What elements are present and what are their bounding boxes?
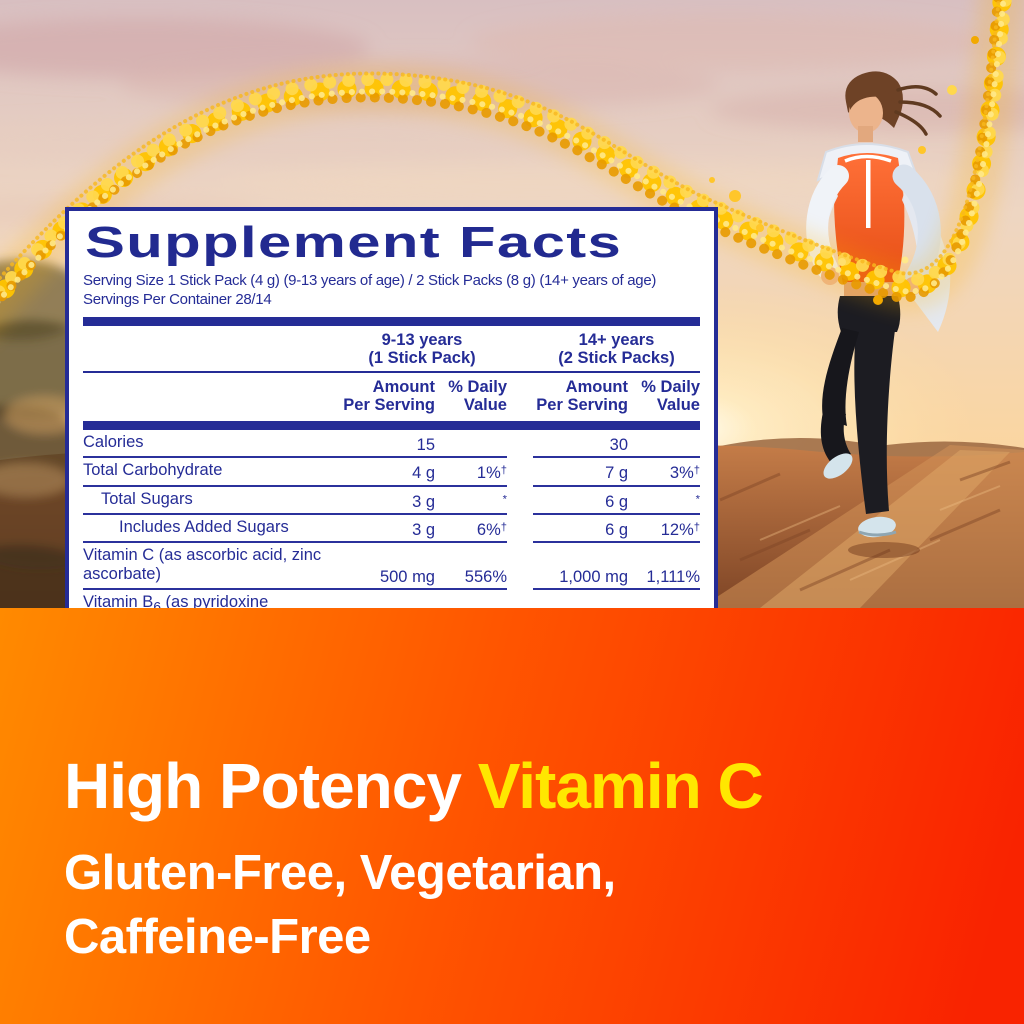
daily-value-cell: * [695,493,700,506]
table-row-vitamin-c: Vitamin C (as ascorbic acid, zinc ascorb… [83,543,700,590]
amount-cell: 15 [416,436,435,455]
table-row-calories: Calories 15 30 [83,430,700,459]
table-row-added-sugars: Includes Added Sugars 3 g 6%† 6 g 12%† [83,515,700,544]
subheadline: Gluten-Free, Vegetarian, Caffeine-Free [64,842,984,969]
age-group-2-header: 14+ years (2 Stick Packs) [558,330,675,368]
row-label: Total Carbohydrate [83,461,223,480]
headline-vitamin-c: Vitamin C [477,750,764,822]
daily-value-cell: * [502,493,507,506]
subheadline-line1: Gluten-Free, Vegetarian, [64,846,616,900]
row-label: Calories [83,432,144,451]
gold-sparkles [709,36,979,305]
amount-cell: 500 mg [379,567,435,586]
claims-section: High Potency Vitamin C Gluten-Free, Vege… [0,608,1024,1024]
table-row-total-sugars: Total Sugars 3 g * 6 g * [83,487,700,516]
daily-value-cell: 1%† [476,464,507,483]
column-header-dv-2: % Daily Value [641,377,700,415]
amount-cell: 4 g [412,464,435,483]
amount-cell: 3 g [412,492,435,511]
age-group-header-row: 9-13 years (1 Stick Pack) 14+ years (2 S… [83,326,700,371]
amount-cell: 6 g [605,521,628,540]
daily-value-cell: 556% [464,567,507,586]
panel-title: Supplement Facts [85,218,623,267]
amount-cell: 30 [609,436,628,455]
table-row-total-carbohydrate: Total Carbohydrate 4 g 1%† 7 g 3%† [83,458,700,487]
daily-value-cell: 1,111% [646,567,700,586]
subheadline-line2: Caffeine-Free [64,909,371,964]
headline: High Potency Vitamin C [64,754,984,818]
daily-value-cell: 3%† [669,464,700,483]
daily-value-cell: 6%† [476,521,507,540]
amount-cell: 7 g [605,464,628,483]
servings-per-container: Servings Per Container 28/14 [83,291,272,309]
headline-high-potency: High Potency [64,750,478,822]
column-header-amount-1: Amount Per Serving [343,377,435,415]
row-label: Includes Added Sugars [119,518,289,537]
row-label: Vitamin C (as ascorbic acid, zinc ascorb… [83,546,322,583]
divider-bar-mid [83,420,700,430]
column-header-dv-1: % Daily Value [448,377,507,415]
column-header-amount-2: Amount Per Serving [536,377,628,415]
daily-value-cell: 12%† [660,521,700,540]
divider-bar-top [83,316,700,326]
gold-particle-trail [0,0,1008,339]
column-header-row: Amount Per Serving % Daily Value Amount … [83,373,700,421]
amount-cell: 3 g [412,521,435,540]
row-label: Total Sugars [101,489,193,508]
amount-cell: 6 g [605,492,628,511]
serving-size: Serving Size 1 Stick Pack (4 g) (9-13 ye… [83,271,657,289]
age-group-1-header: 9-13 years (1 Stick Pack) [368,330,476,368]
amount-cell: 1,000 mg [559,567,628,586]
divider-thin [83,370,700,373]
